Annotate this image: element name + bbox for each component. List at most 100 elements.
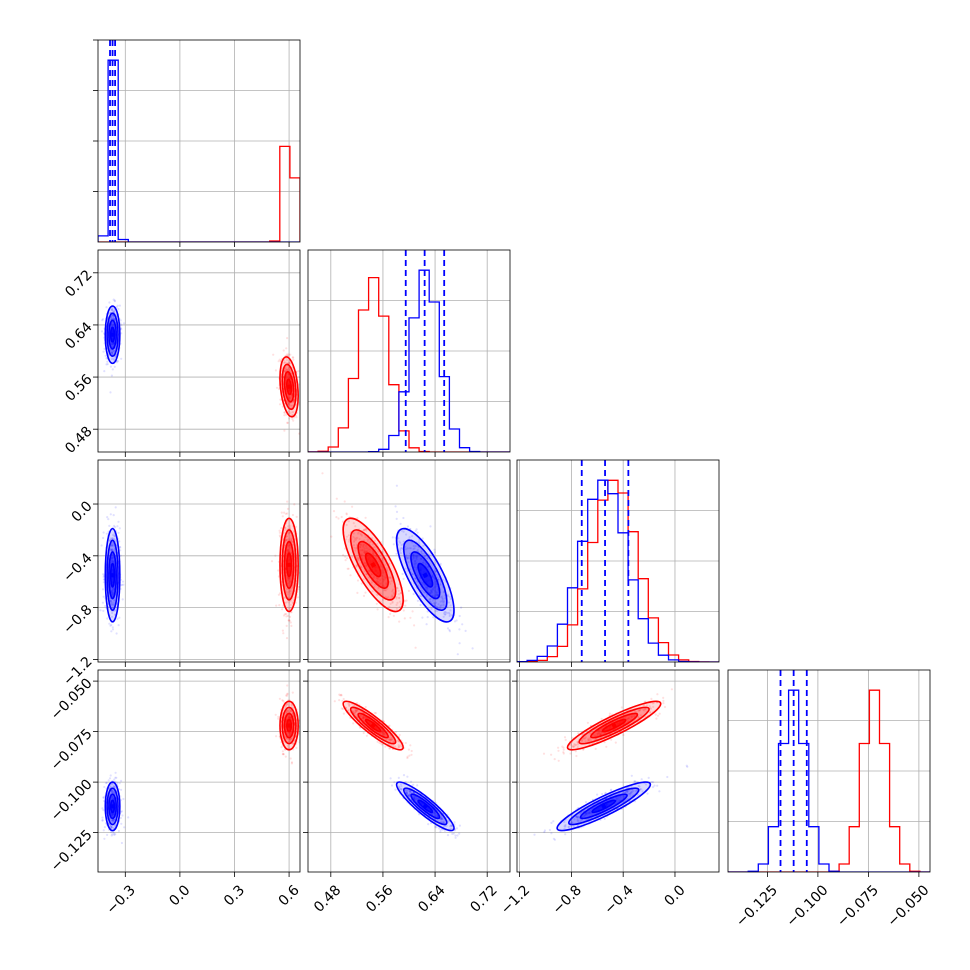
sample-point [388, 743, 391, 746]
sample-point [110, 308, 114, 312]
sample-point [394, 505, 397, 508]
sample-point [362, 715, 365, 719]
sample-point [423, 554, 426, 558]
sample-point [110, 351, 113, 354]
sample-point [600, 717, 603, 720]
sample-point [407, 561, 410, 564]
sample-point [647, 776, 650, 780]
red-peak-cell [287, 562, 292, 567]
sample-point [396, 739, 399, 742]
sample-point [577, 743, 580, 746]
sample-point [421, 581, 424, 584]
sample-point [416, 531, 419, 534]
sample-point [584, 814, 587, 817]
sample-point [574, 750, 577, 753]
sample-point [289, 546, 292, 549]
sample-point [287, 578, 290, 581]
sample-point [471, 647, 474, 650]
sample-point [373, 711, 376, 715]
sample-point [633, 780, 636, 783]
sample-point [431, 599, 434, 602]
sample-point [663, 705, 667, 709]
sample-point [390, 595, 393, 599]
sample-point [112, 343, 115, 346]
sample-point [287, 704, 290, 707]
sample-point [378, 741, 381, 745]
sample-point [111, 533, 115, 537]
sample-point [102, 573, 105, 576]
sample-point [284, 526, 287, 529]
sample-point [593, 734, 597, 737]
sample-point [397, 740, 400, 743]
sample-point [424, 584, 427, 587]
sample-point [286, 374, 289, 377]
sample-point [112, 819, 115, 822]
sample-point [562, 748, 565, 751]
sample-point [382, 733, 386, 736]
sample-point [395, 597, 398, 600]
sample-point [108, 524, 111, 528]
sample-point [375, 593, 378, 596]
sample-point [389, 747, 392, 750]
sample-point [440, 817, 443, 820]
sample-point [634, 780, 637, 783]
sample-point [287, 402, 290, 406]
sample-point [405, 790, 408, 793]
sample-point [542, 752, 546, 755]
sample-point [289, 580, 292, 583]
sample-point [111, 791, 114, 794]
sample-point [430, 597, 433, 600]
sample-point [443, 613, 447, 616]
sample-point [110, 623, 113, 627]
sample-point [112, 813, 115, 816]
sample-point [384, 595, 387, 598]
sample-point [360, 553, 363, 556]
sample-point [415, 528, 418, 531]
sample-point [406, 547, 409, 550]
sample-point [113, 365, 116, 368]
sample-point [112, 549, 115, 552]
sample-point [453, 620, 457, 623]
sample-point [389, 736, 392, 739]
sample-point [111, 548, 114, 551]
sample-point [286, 549, 289, 552]
sample-point [113, 786, 116, 789]
sample-point [110, 358, 113, 361]
sample-point [412, 556, 415, 559]
sample-point [120, 357, 123, 360]
sample-point [416, 548, 419, 551]
panel-frame [97, 459, 301, 663]
sample-point [376, 577, 380, 581]
sample-point [415, 558, 418, 561]
sample-point [112, 315, 115, 318]
sample-point [376, 608, 379, 611]
sample-point [625, 790, 628, 793]
sample-point [347, 534, 350, 537]
sample-point [435, 591, 438, 594]
sample-point [614, 741, 617, 744]
sample-point [292, 742, 295, 745]
sample-point [111, 591, 114, 594]
sample-point [426, 588, 429, 591]
sample-point [289, 369, 292, 372]
sample-point [422, 591, 425, 594]
sample-point [285, 711, 288, 714]
sample-point [441, 817, 444, 820]
red-peak-cell [286, 384, 292, 390]
sample-point [596, 732, 599, 735]
sample-point [118, 527, 121, 530]
sample-point [631, 790, 634, 793]
sample-point [412, 554, 415, 557]
sample-point [101, 807, 104, 810]
sample-point [290, 539, 293, 542]
sample-point [412, 554, 415, 557]
sample-point [354, 708, 357, 712]
sample-point [103, 837, 106, 840]
sample-point [423, 552, 426, 555]
sample-point [288, 544, 291, 547]
sample-point [109, 774, 112, 777]
sample-point [599, 733, 602, 736]
sample-point [583, 737, 586, 740]
sample-point [101, 319, 104, 322]
sample-point [362, 731, 365, 735]
